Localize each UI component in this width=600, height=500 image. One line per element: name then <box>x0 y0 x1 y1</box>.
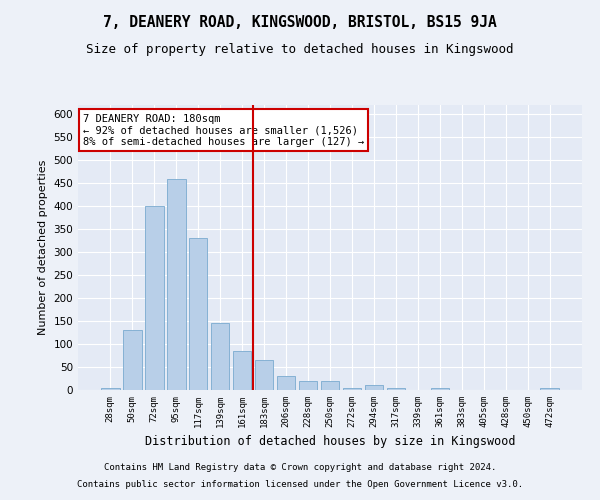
Text: 7, DEANERY ROAD, KINGSWOOD, BRISTOL, BS15 9JA: 7, DEANERY ROAD, KINGSWOOD, BRISTOL, BS1… <box>103 15 497 30</box>
Bar <box>211 324 229 390</box>
Bar <box>386 388 405 390</box>
Bar <box>299 381 317 390</box>
Bar <box>233 351 251 390</box>
Bar <box>189 238 208 390</box>
Bar <box>145 206 164 390</box>
Bar <box>277 376 295 390</box>
Bar <box>431 388 449 390</box>
Text: Size of property relative to detached houses in Kingswood: Size of property relative to detached ho… <box>86 42 514 56</box>
Bar <box>255 360 274 390</box>
Bar <box>365 386 383 390</box>
Text: Contains HM Land Registry data © Crown copyright and database right 2024.: Contains HM Land Registry data © Crown c… <box>104 464 496 472</box>
Bar <box>167 178 185 390</box>
Bar <box>123 330 142 390</box>
Text: Contains public sector information licensed under the Open Government Licence v3: Contains public sector information licen… <box>77 480 523 489</box>
Bar <box>541 388 559 390</box>
Text: 7 DEANERY ROAD: 180sqm
← 92% of detached houses are smaller (1,526)
8% of semi-d: 7 DEANERY ROAD: 180sqm ← 92% of detached… <box>83 114 364 147</box>
Bar <box>320 381 340 390</box>
Y-axis label: Number of detached properties: Number of detached properties <box>38 160 48 335</box>
Bar <box>101 388 119 390</box>
Text: Distribution of detached houses by size in Kingswood: Distribution of detached houses by size … <box>145 435 515 448</box>
Bar <box>343 388 361 390</box>
